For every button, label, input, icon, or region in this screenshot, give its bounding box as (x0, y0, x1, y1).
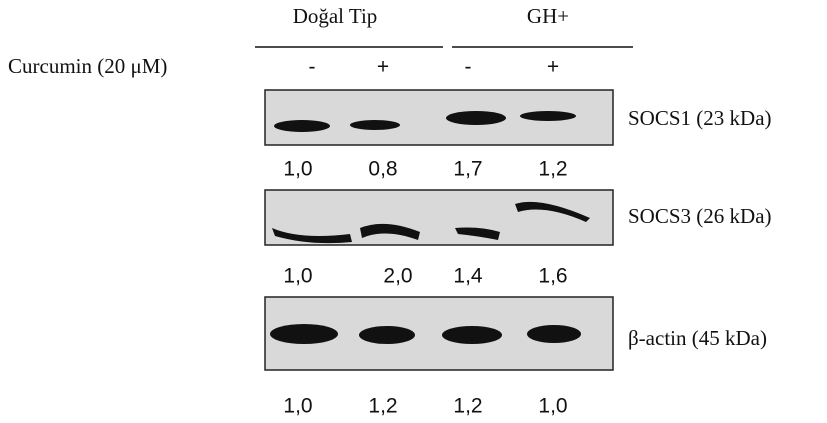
quantification: 1,6 (538, 265, 567, 288)
band (274, 120, 330, 132)
quantification: 1,0 (283, 395, 312, 418)
band (359, 326, 415, 344)
quantification: 1,2 (453, 395, 482, 418)
band (350, 120, 400, 130)
band (270, 324, 338, 344)
blot-label: SOCS1 (23 kDa) (628, 106, 772, 130)
band (527, 325, 581, 343)
treatment-sign: - (465, 56, 472, 79)
blot-label: SOCS3 (26 kDa) (628, 204, 772, 228)
quantification: 1,0 (283, 265, 312, 288)
quantification: 2,0 (383, 265, 412, 288)
treatment-sign: + (377, 56, 389, 79)
western-blot-figure: Doğal Tip GH+ Curcumin (20 μM) - + - + SOCS1… (0, 0, 827, 423)
band (442, 326, 502, 344)
treatment-sign: + (547, 56, 559, 79)
quantification: 0,8 (368, 158, 397, 181)
quantification: 1,0 (283, 158, 312, 181)
quantification: 1,7 (453, 158, 482, 181)
quantification: 1,2 (368, 395, 397, 418)
treatment-label: Curcumin (20 μM) (8, 54, 167, 78)
band (446, 111, 506, 125)
blot-label: β-actin (45 kDa) (628, 326, 767, 350)
band (520, 111, 576, 121)
quantification: 1,0 (538, 395, 567, 418)
quantification: 1,2 (538, 158, 567, 181)
treatment-sign: - (309, 56, 316, 79)
group-header: GH+ (527, 4, 569, 28)
group-header: Doğal Tip (293, 4, 378, 28)
quantification: 1,4 (453, 265, 483, 288)
